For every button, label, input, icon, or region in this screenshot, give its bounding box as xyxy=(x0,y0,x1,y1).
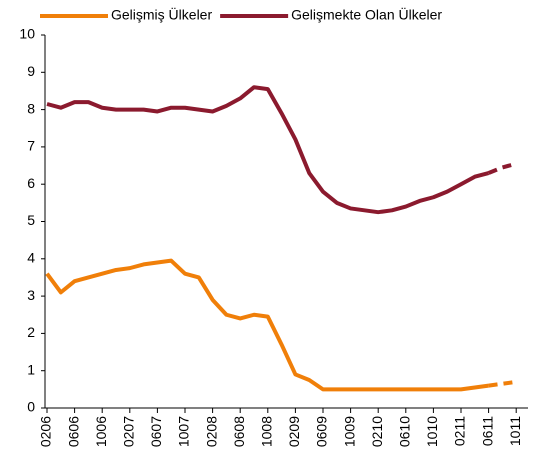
x-tick-label: 0207 xyxy=(121,416,137,447)
y-tick-label: 1 xyxy=(27,361,35,377)
x-tick-label: 0208 xyxy=(203,416,219,447)
line-projection xyxy=(488,379,517,388)
x-tick-label: 1007 xyxy=(176,416,192,447)
x-tick-label: 1011 xyxy=(507,416,523,446)
x-tick-label: 1009 xyxy=(341,416,357,447)
x-tick-label: 0210 xyxy=(369,416,385,447)
y-tick-label: 6 xyxy=(27,175,35,191)
y-tick-label: 4 xyxy=(27,250,35,266)
x-tick-label: 1006 xyxy=(93,416,109,447)
y-tick-label: 5 xyxy=(27,212,35,228)
x-tick-label: 1010 xyxy=(424,416,440,447)
x-tick-label: 0209 xyxy=(286,416,302,447)
x-tick-label: 1008 xyxy=(259,416,275,447)
x-tick-label: 0206 xyxy=(38,416,54,447)
y-tick-label: 7 xyxy=(27,138,35,154)
x-tick-label: 0211 xyxy=(452,416,468,446)
x-tick-label: 0610 xyxy=(397,416,413,447)
legend-label: Gelişmiş Ülkeler xyxy=(111,6,212,23)
y-tick-label: 10 xyxy=(19,26,35,42)
y-tick-label: 0 xyxy=(27,399,35,415)
y-tick-label: 3 xyxy=(27,287,35,303)
x-tick-label: 0607 xyxy=(148,416,164,447)
line-projection xyxy=(487,161,517,175)
x-tick-label: 0609 xyxy=(314,416,330,447)
x-tick-label: 0606 xyxy=(65,416,81,447)
legend-label: Gelişmekte Olan Ülkeler xyxy=(291,6,442,23)
y-tick-label: 9 xyxy=(27,63,35,79)
x-tick-label: 0611 xyxy=(479,416,495,446)
y-tick-label: 2 xyxy=(27,324,35,340)
line xyxy=(45,258,489,392)
y-tick-label: 8 xyxy=(27,100,35,116)
line xyxy=(46,85,490,215)
x-tick-label: 0608 xyxy=(231,416,247,447)
